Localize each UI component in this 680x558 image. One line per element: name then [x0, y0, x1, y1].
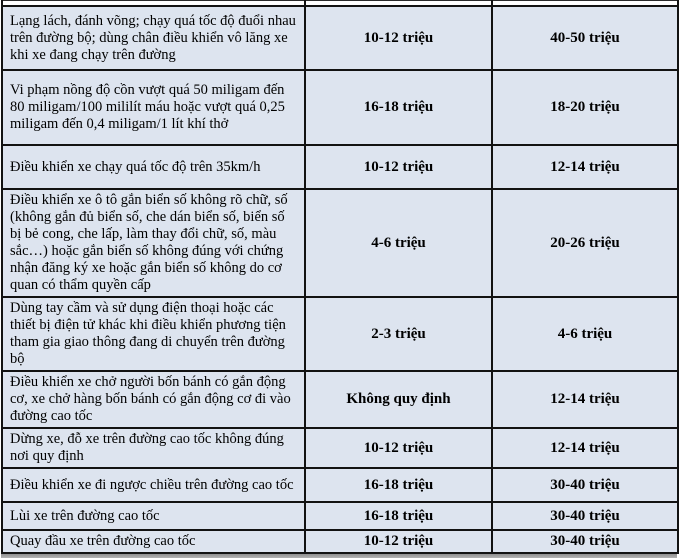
table-row: Dừng xe, đỗ xe trên đường cao tốc không … [1, 427, 679, 469]
new-fine-cell: 30-40 triệu [491, 467, 679, 503]
new-fine-cell: 20-26 triệu [491, 188, 679, 298]
old-fine-cell: 10-12 triệu [304, 427, 493, 469]
table-row: Điều khiển xe đi ngược chiều trên đường … [1, 467, 679, 503]
violation-cell: Điều khiển xe ô tô gắn biển số không rõ … [1, 188, 306, 298]
table-row: Dùng tay cầm và sử dụng điện thoại hoặc … [1, 296, 679, 372]
old-fine-cell: 4-6 triệu [304, 188, 493, 298]
violation-cell: Lùi xe trên đường cao tốc [1, 501, 306, 531]
new-fine-cell: 30-40 triệu [491, 529, 679, 554]
table-row: Điều khiển xe chở người bốn bánh có gắn … [1, 370, 679, 429]
violation-cell: Vi phạm nồng độ cồn vượt quá 50 miligam … [1, 69, 306, 146]
old-fine-cell: Không quy định [304, 370, 493, 429]
violation-cell: Lạng lách, đánh võng; chạy quá tốc độ đu… [1, 5, 306, 71]
new-fine-cell: 4-6 triệu [491, 296, 679, 372]
old-fine-cell: 16-18 triệu [304, 467, 493, 503]
new-fine-cell: 12-14 triệu [491, 144, 679, 190]
violation-cell: Điều khiển xe đi ngược chiều trên đường … [1, 467, 306, 503]
violation-cell: Dừng xe, đỗ xe trên đường cao tốc không … [1, 427, 306, 469]
table-row: Vi phạm nồng độ cồn vượt quá 50 miligam … [1, 69, 679, 146]
new-fine-cell: 30-40 triệu [491, 501, 679, 531]
table-row: Điều khiển xe chạy quá tốc độ trên 35km/… [1, 144, 679, 190]
violation-cell: Điều khiển xe chở người bốn bánh có gắn … [1, 370, 306, 429]
new-fine-cell: 12-14 triệu [491, 370, 679, 429]
table-row: Lùi xe trên đường cao tốc 16-18 triệu 30… [1, 501, 679, 531]
table-row: Quay đầu xe trên đường cao tốc 10-12 tri… [1, 529, 679, 554]
table-row: Lạng lách, đánh võng; chạy quá tốc độ đu… [1, 5, 679, 71]
violation-cell: Dùng tay cầm và sử dụng điện thoại hoặc … [1, 296, 306, 372]
old-fine-cell: 16-18 triệu [304, 69, 493, 146]
new-fine-cell: 18-20 triệu [491, 69, 679, 146]
old-fine-cell: 10-12 triệu [304, 144, 493, 190]
violation-cell: Điều khiển xe chạy quá tốc độ trên 35km/… [1, 144, 306, 190]
table-bottom-shadow [1, 554, 677, 558]
old-fine-cell: 10-12 triệu [304, 529, 493, 554]
new-fine-cell: 12-14 triệu [491, 427, 679, 469]
old-fine-cell: 10-12 triệu [304, 5, 493, 71]
table-row: Điều khiển xe ô tô gắn biển số không rõ … [1, 188, 679, 298]
violation-cell: Quay đầu xe trên đường cao tốc [1, 529, 306, 554]
old-fine-cell: 16-18 triệu [304, 501, 493, 531]
new-fine-cell: 40-50 triệu [491, 5, 679, 71]
old-fine-cell: 2-3 triệu [304, 296, 493, 372]
